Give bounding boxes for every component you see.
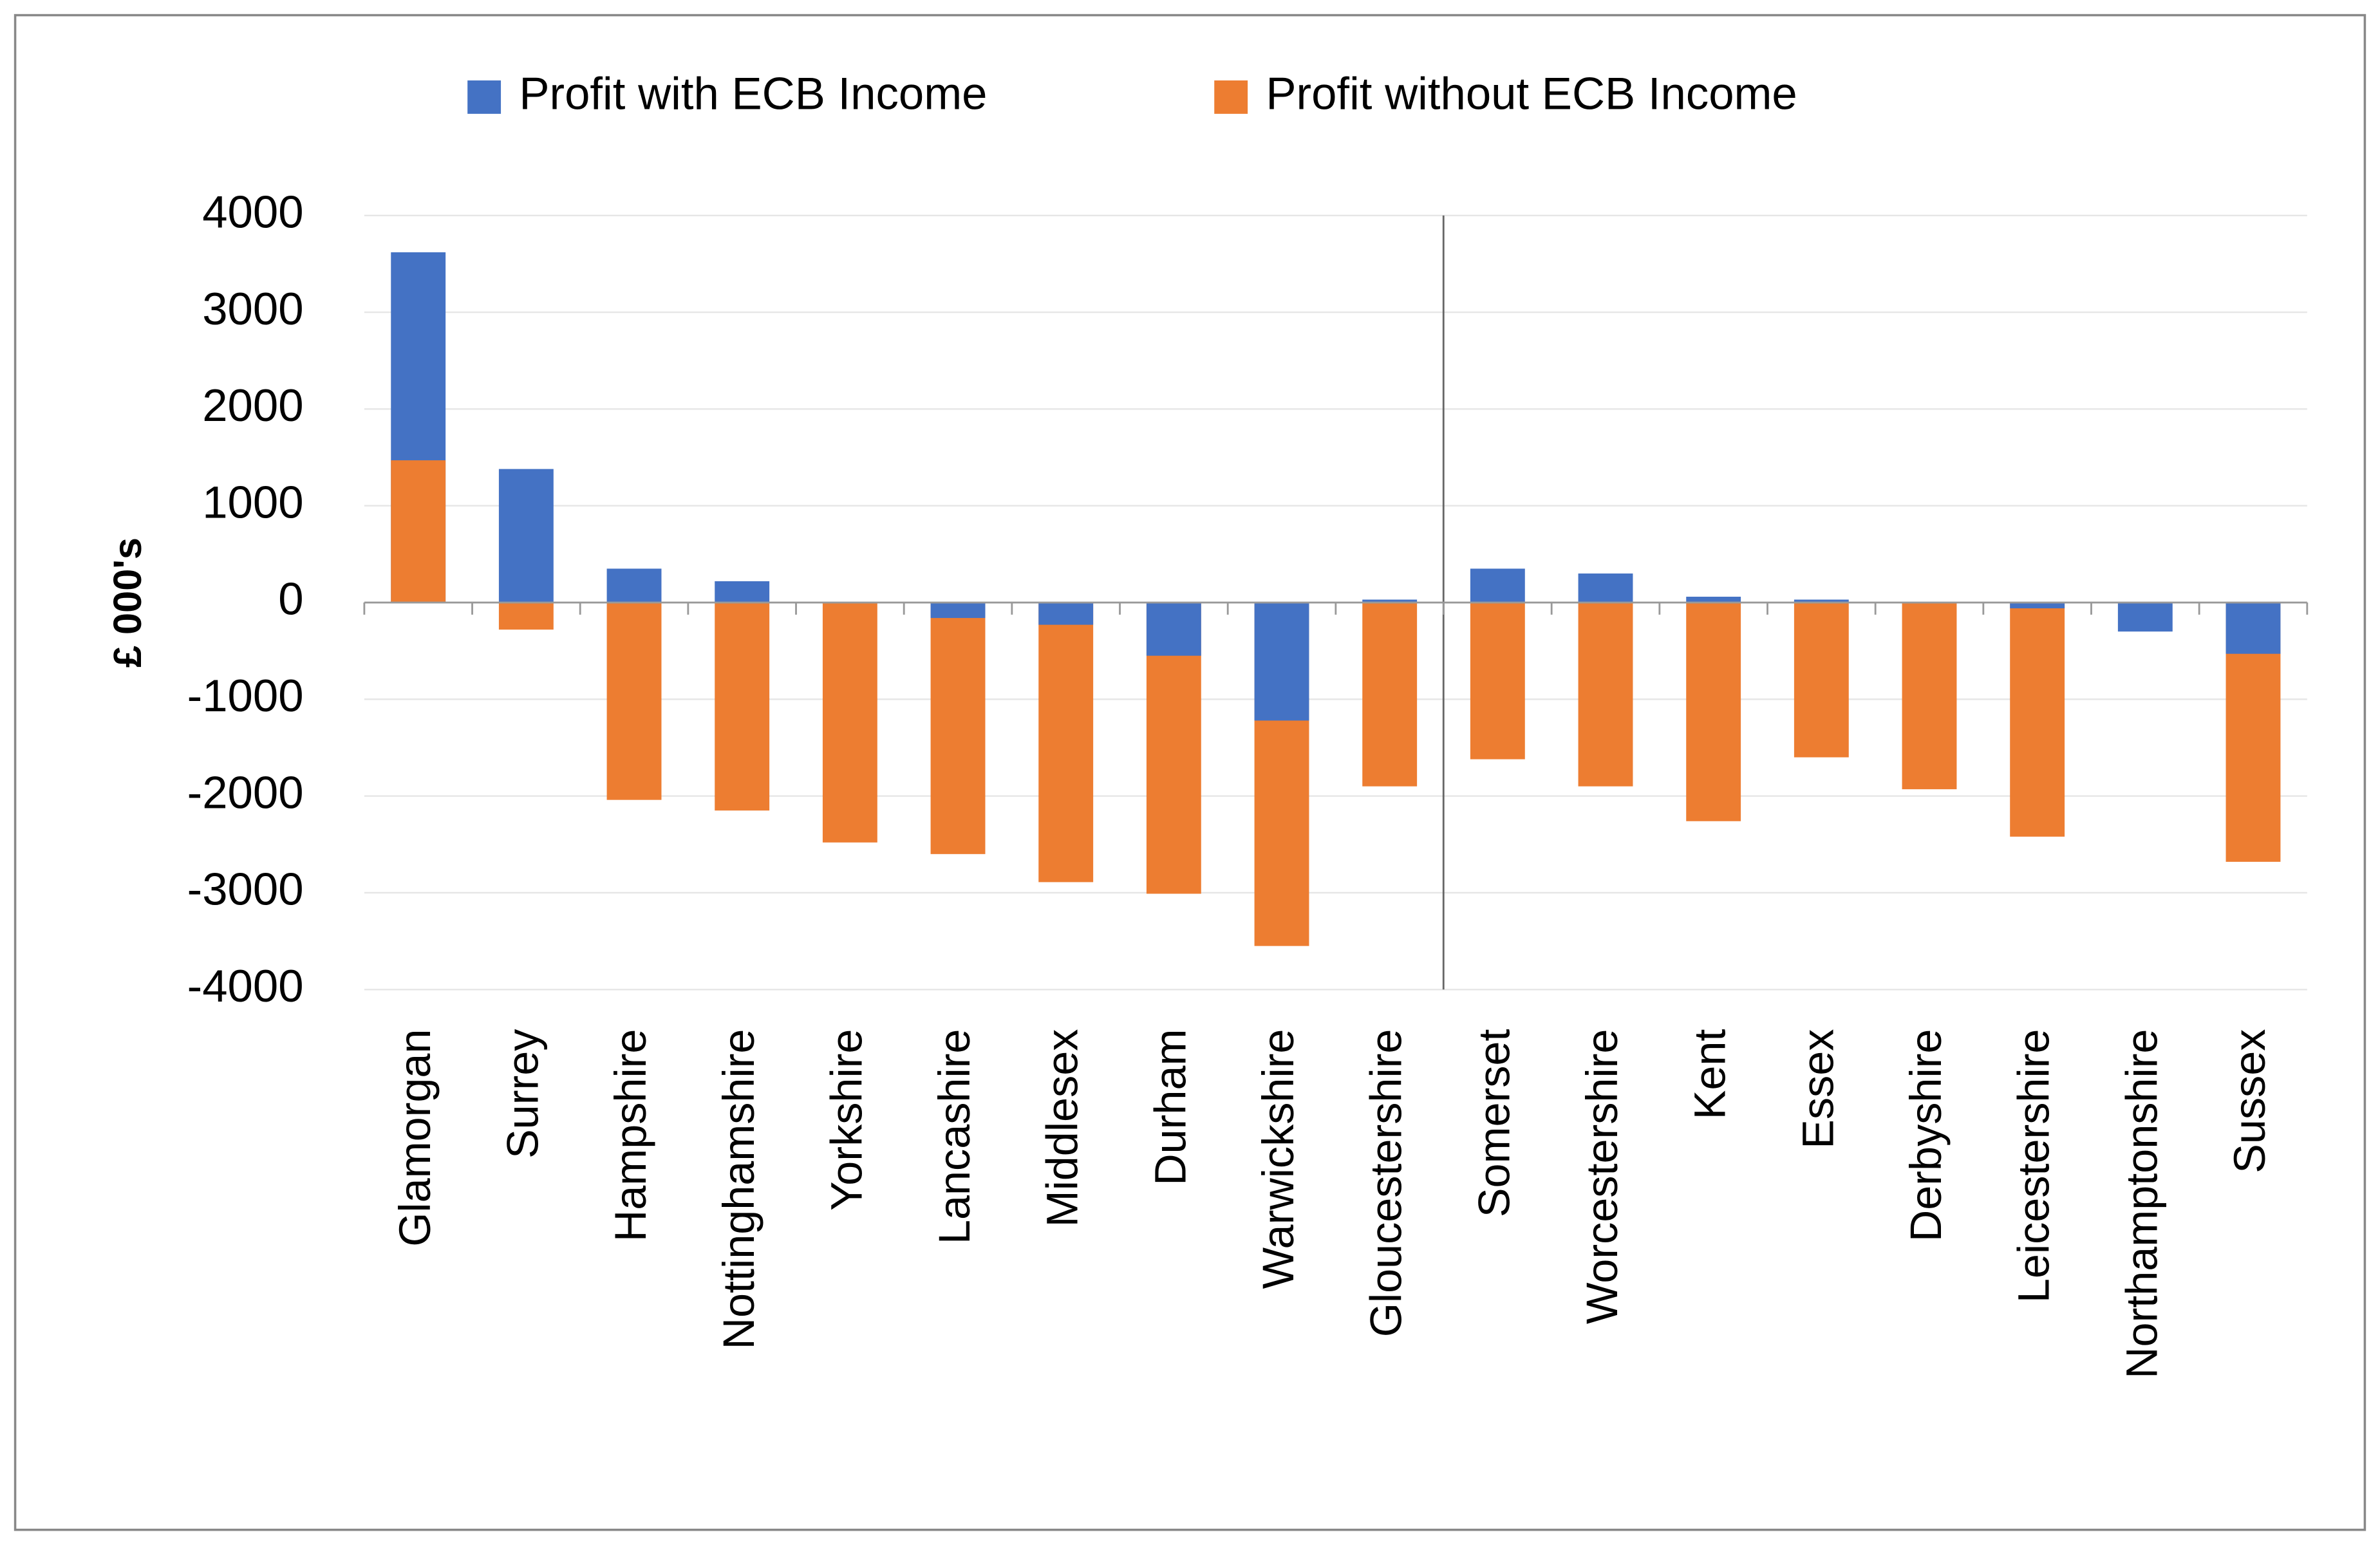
x-tick-label: Gloucestershire <box>1362 1029 1411 1338</box>
y-tick-label: -4000 <box>187 960 304 1011</box>
bar <box>1902 602 1957 790</box>
y-tick-label: 0 <box>278 574 303 624</box>
bar <box>715 581 770 603</box>
y-tick-label: -1000 <box>187 670 304 721</box>
x-tick-label: Northamptonshire <box>2117 1029 2166 1379</box>
bar <box>1470 602 1525 760</box>
bar <box>930 602 986 854</box>
bar <box>1038 602 1094 882</box>
y-tick-label: 4000 <box>202 186 303 237</box>
y-tick-label: 1000 <box>202 476 303 527</box>
bar <box>498 469 554 603</box>
x-tick-label: Sussex <box>2225 1029 2274 1173</box>
bar <box>1794 599 1849 603</box>
bar <box>2225 602 2281 654</box>
bar <box>1362 602 1418 787</box>
bar <box>930 602 986 619</box>
bar <box>1794 602 1849 758</box>
x-tick-label: Middlesex <box>1038 1029 1087 1228</box>
layer: -4000 -3000 -2000 -1000 0 1000 2000 3000 4000 Gla… <box>187 68 2309 1379</box>
bar <box>606 568 662 603</box>
bar <box>1686 597 1741 603</box>
bar <box>1362 599 1418 603</box>
bar <box>2010 602 2065 837</box>
bar <box>1686 602 1741 821</box>
x-tick-label: Derbyshire <box>1902 1029 1951 1242</box>
bar <box>2010 602 2065 609</box>
legend-swatch <box>1214 80 1248 114</box>
y-tick-label: 3000 <box>202 283 303 334</box>
bar <box>822 602 877 843</box>
y-tick-label: -2000 <box>187 767 304 817</box>
legend-label: Profit with ECB Income <box>519 68 987 119</box>
x-tick-label: Durham <box>1146 1029 1195 1186</box>
bar <box>1578 573 1633 603</box>
x-tick-label: Worcestershire <box>1578 1029 1627 1324</box>
bar <box>1578 602 1633 787</box>
bar <box>1146 602 1201 656</box>
x-tick-label: Nottinghamshire <box>715 1029 764 1350</box>
bar <box>1254 602 1309 721</box>
bar <box>2117 602 2173 632</box>
y-tick-label: 2000 <box>202 380 303 431</box>
bar <box>715 602 770 811</box>
x-tick-label: Hampshire <box>606 1029 655 1242</box>
y-axis-label: £ 000's <box>106 537 149 668</box>
x-tick-label: Warwickshire <box>1254 1029 1303 1289</box>
legend-label: Profit without ECB Income <box>1266 68 1797 119</box>
bar <box>1038 602 1094 625</box>
x-tick-label: Yorkshire <box>822 1029 871 1211</box>
x-tick-label: Essex <box>1794 1029 1842 1149</box>
bar <box>1470 568 1525 603</box>
x-tick-label: Surrey <box>498 1029 547 1159</box>
legend-swatch <box>467 80 501 114</box>
x-tick-label: Kent <box>1686 1029 1735 1120</box>
x-tick-label: Lancashire <box>930 1029 979 1244</box>
x-tick-label: Leicestershire <box>2010 1029 2059 1303</box>
x-tick-label: Glamorgan <box>391 1029 440 1247</box>
bar <box>391 460 446 603</box>
x-tick-label: Somerset <box>1470 1029 1519 1218</box>
bar <box>606 602 662 800</box>
layer <box>364 214 2307 991</box>
bar <box>498 602 554 630</box>
y-tick-label: -3000 <box>187 864 304 915</box>
layer <box>391 252 2281 946</box>
